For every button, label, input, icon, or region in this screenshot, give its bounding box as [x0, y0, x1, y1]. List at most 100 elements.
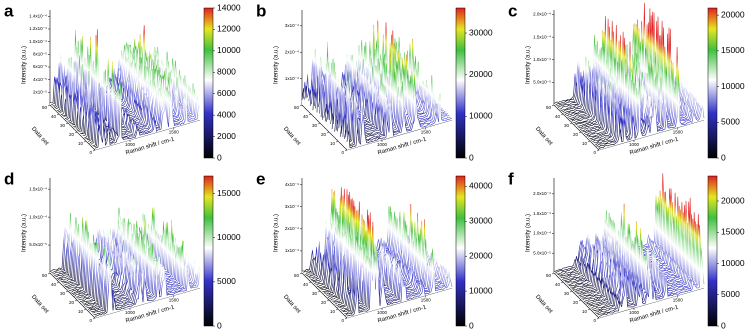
depth-tick	[326, 299, 330, 302]
depth-tick-label: 30	[564, 291, 570, 296]
traces	[49, 207, 201, 318]
x-tick-label: 1000	[377, 142, 388, 147]
x-tick-label: 1500	[673, 130, 684, 135]
trace	[597, 224, 703, 316]
colorbar-tick-label: 5000	[217, 276, 236, 286]
colorbar	[707, 175, 718, 327]
depth-tick	[587, 308, 591, 311]
depth-tick	[47, 104, 51, 107]
trace	[594, 224, 701, 313]
depth-tick	[344, 149, 348, 152]
trace	[598, 248, 705, 317]
colorbar-tick-label: 40000	[469, 181, 493, 191]
depth-tick	[92, 317, 96, 320]
z-tick-label: 2x10⁻⁴	[285, 226, 299, 231]
colorbar-tick-label: 14000	[217, 2, 241, 12]
depth-tick-label: 30	[60, 123, 66, 128]
colorbar-tick-label: 10000	[721, 258, 745, 268]
z-axis-label: Intensity (a.u.)	[526, 46, 532, 84]
panel: a 2x10⁻⁵ 4x10⁻⁵ 6x10⁻⁵ 8x10⁻⁵ 1.0x10⁻⁴ 1.2x10⁻…	[4, 1, 241, 162]
trace-fill	[347, 93, 452, 150]
depth-axis-label: Data set	[282, 294, 302, 315]
trace-fill	[95, 82, 200, 150]
depth-tick-label: 20	[321, 300, 327, 305]
depth-tick	[569, 122, 573, 125]
panel: d 5.0x10⁻⁵ 1.0x10⁻⁴ 1.5x10⁻⁴ Intensity (a.u.…	[4, 169, 241, 330]
depth-axis-label: Data set	[30, 126, 50, 147]
z-tick-label: 1.5x10⁻⁴	[533, 211, 551, 216]
depth-tick-label: 20	[321, 132, 327, 137]
depth-tick	[551, 272, 555, 275]
colorbar-tick-label: 15000	[217, 188, 241, 198]
depth-tick-label: 40	[303, 114, 309, 119]
trace	[598, 69, 705, 150]
z-tick-label: 2x10⁻⁴	[285, 49, 299, 54]
depth-tick-label: 50	[42, 105, 48, 110]
colorbar-tick-label: 0	[469, 152, 474, 162]
depth-axis-label: Data set	[282, 126, 302, 147]
colorbar-tick-label: 0	[721, 320, 726, 330]
trace	[94, 82, 201, 149]
depth-axis-label: Data set	[534, 294, 554, 315]
colorbar-tick-label: 0	[721, 152, 726, 162]
trace-fill	[560, 173, 666, 280]
depth-tick-label: 50	[546, 105, 552, 110]
z-tick-label: 5.0x10⁻⁵	[533, 80, 551, 85]
z-tick-label: 1.0x10⁻⁴	[533, 57, 551, 62]
depth-tick	[596, 149, 600, 152]
z-tick-label: 1x10⁻⁴	[285, 76, 299, 81]
depth-tick-label: 30	[564, 123, 570, 128]
depth-tick-label: 50	[294, 105, 300, 110]
depth-tick-label: 20	[573, 300, 579, 305]
z-tick-label: 4x10⁻⁴	[285, 182, 299, 187]
depth-tick-label: 10	[78, 141, 84, 146]
z-tick-label: 1.0x10⁻⁴	[533, 231, 551, 236]
depth-tick-label: 0	[593, 150, 596, 155]
colorbar-tick-label: 10000	[469, 111, 493, 121]
depth-axis	[49, 272, 96, 319]
depth-tick-label: 30	[60, 291, 66, 296]
depth-tick	[560, 281, 564, 284]
x-tick-label: 1000	[377, 310, 388, 315]
colorbar-tick-label: 5000	[721, 289, 740, 299]
depth-tick	[308, 113, 312, 116]
colorbar	[203, 7, 214, 159]
depth-tick	[596, 317, 600, 320]
trace-fill	[573, 192, 679, 293]
colorbar-tick-label: 10000	[721, 81, 745, 91]
depth-tick	[308, 281, 312, 284]
trace-fill	[562, 192, 668, 282]
colorbar-tick-label: 2000	[217, 131, 236, 141]
depth-axis	[553, 272, 600, 319]
traces	[301, 20, 453, 150]
depth-tick-label: 10	[78, 309, 84, 314]
depth-tick	[335, 308, 339, 311]
z-tick-label: 1.4x10⁻⁴	[29, 14, 47, 19]
trace	[596, 76, 702, 147]
depth-tick-label: 50	[546, 273, 552, 278]
depth-tick-label: 50	[42, 273, 48, 278]
depth-tick-label: 40	[303, 282, 309, 287]
colorbar-tick-label: 10000	[469, 285, 493, 295]
trace-fill	[558, 190, 664, 278]
colorbar	[707, 7, 718, 159]
depth-tick	[317, 290, 321, 293]
traces	[301, 187, 453, 318]
colorbar-tick-label: 0	[217, 320, 222, 330]
depth-tick	[65, 122, 69, 125]
trace-fill	[345, 74, 451, 149]
panel: f 5.0x10⁻⁵ 1.0x10⁻⁴ 1.5x10⁻⁴ 2.0x10⁻⁴ Intensi…	[508, 169, 745, 330]
depth-tick-label: 10	[582, 141, 588, 146]
colorbar	[455, 7, 466, 159]
depth-tick	[578, 299, 582, 302]
depth-tick-label: 20	[69, 132, 75, 137]
colorbar	[203, 175, 214, 327]
depth-axis-label: Data set	[534, 126, 554, 147]
x-tick-label: 1500	[421, 130, 432, 135]
depth-tick-label: 10	[330, 309, 336, 314]
z-tick-label: 6x10⁻⁵	[33, 64, 47, 69]
z-axis-label: Intensity (a.u.)	[526, 214, 532, 252]
panel-label: c	[508, 1, 517, 20]
